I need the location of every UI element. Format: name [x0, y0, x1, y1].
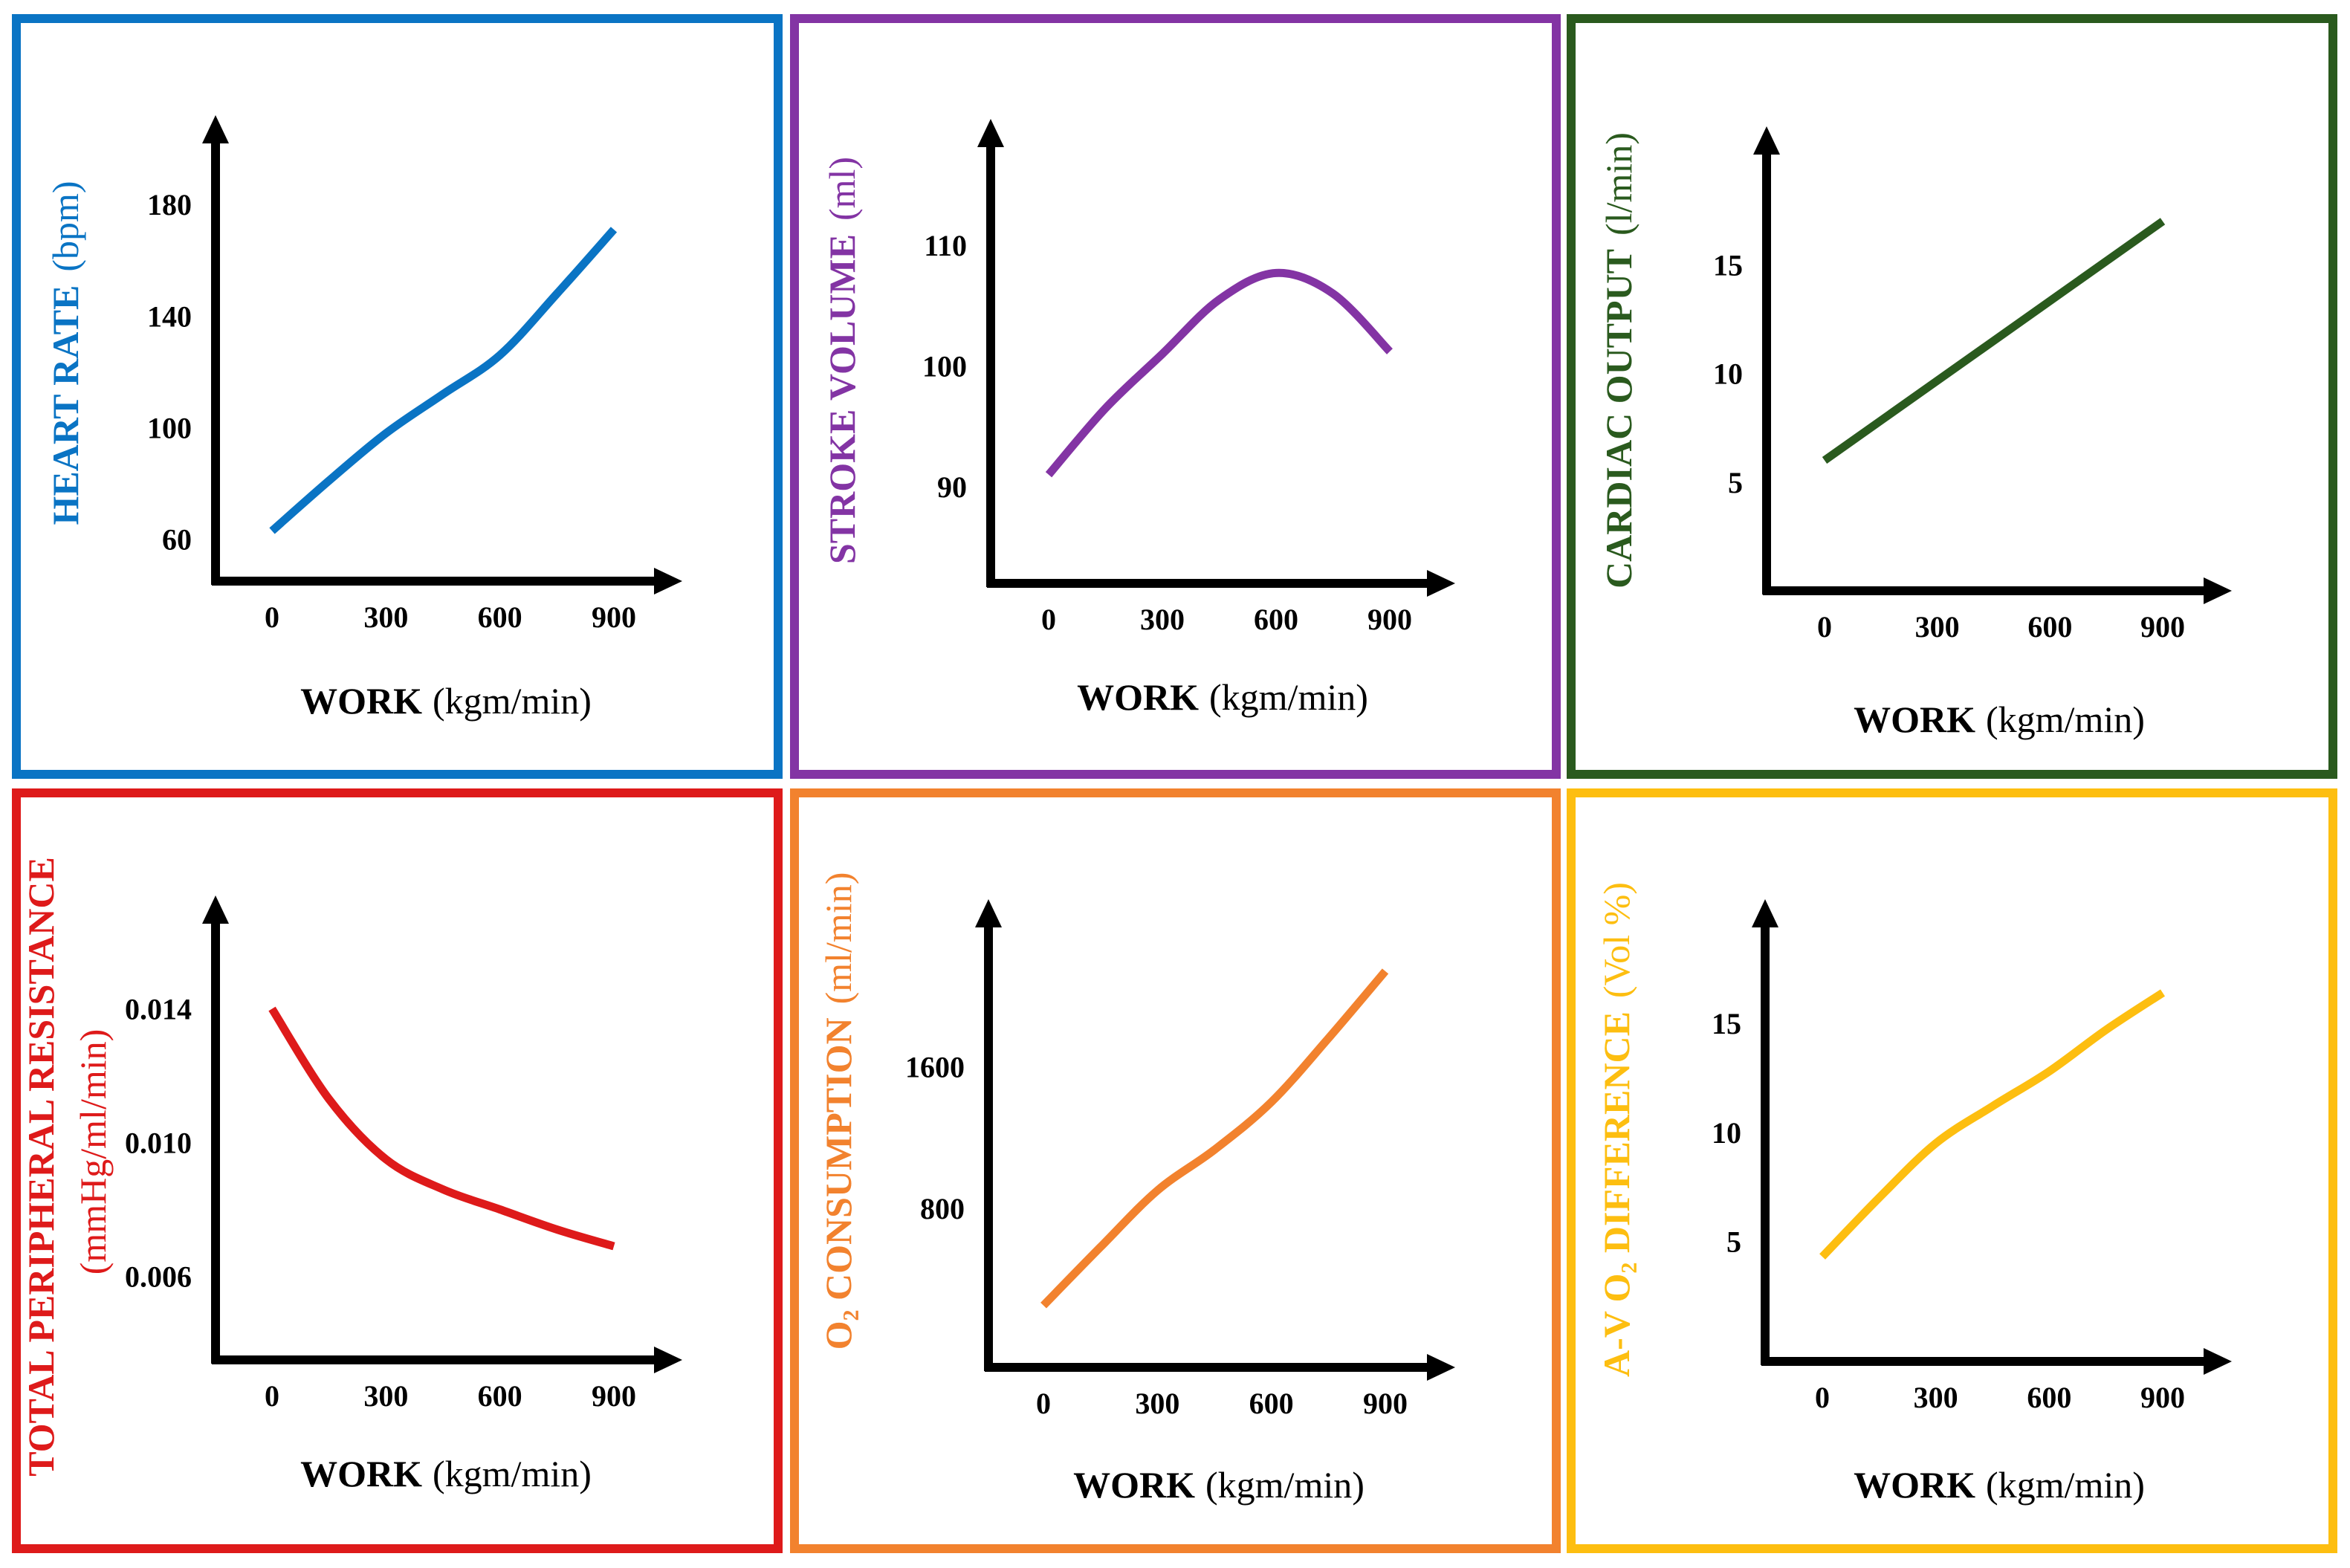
x-axis-title: WORK (kgm/min) — [300, 680, 592, 722]
x-axis-title: WORK (kgm/min) — [1073, 1464, 1365, 1506]
panel-o2-consumption: O₂ CONSUMPTION(ml/min) WORK (kgm/min) 0 30… — [790, 788, 1561, 1553]
x-tick-label: 300 — [1135, 1387, 1179, 1420]
y-tick-label: 0.006 — [125, 1260, 192, 1294]
y-axis-title: CARDIAC OUTPUT(l/min) — [1598, 132, 1640, 589]
x-axis-title: WORK (kgm/min) — [300, 1453, 592, 1494]
x-tick-label: 600 — [478, 1379, 522, 1413]
x-axis-arrowhead — [2204, 577, 2232, 604]
y-tick-label: 10 — [1712, 1116, 1741, 1150]
series-line — [268, 1006, 615, 1251]
panel-av-o2-difference: A-V O₂ DIFFERENCE(Vol %) WORK (kgm/min) 0… — [1567, 788, 2337, 1553]
x-tick-label: 0 — [1815, 1381, 1830, 1414]
y-axis-arrowhead — [1753, 126, 1780, 155]
panel-frame — [1567, 788, 2337, 1553]
y-tick-label: 180 — [147, 188, 192, 221]
y-tick-label: 0.014 — [125, 993, 192, 1026]
y-axis-title: A-V O₂ DIFFERENCE(Vol %) — [1596, 882, 1637, 1377]
plot: 0 300 600 900 5 10 15 — [1713, 126, 2232, 644]
series-line — [1822, 218, 2166, 464]
y-tick-label: 100 — [922, 350, 967, 383]
y-axis-title: HEART RATE(bpm) — [45, 181, 86, 525]
x-tick-label: 300 — [1915, 610, 1960, 644]
panel-frame — [12, 14, 783, 779]
x-tick-label: 600 — [1249, 1387, 1294, 1420]
y-tick-label: 0.010 — [125, 1127, 192, 1160]
x-tick-label: 300 — [1914, 1381, 1958, 1414]
x-axis-arrowhead — [654, 1347, 682, 1373]
x-tick-label: 300 — [363, 1379, 408, 1413]
y-axis-title: TOTAL PERIPHERAL RESISTANCE — [20, 857, 62, 1477]
y-tick-label: 15 — [1713, 248, 1743, 282]
series-line — [1819, 989, 2166, 1260]
x-tick-label: 600 — [478, 600, 522, 634]
series-line — [269, 227, 618, 534]
x-axis-arrowhead — [2204, 1348, 2232, 1375]
y-tick-label: 90 — [937, 470, 967, 504]
x-tick-label: 900 — [592, 600, 636, 634]
x-tick-label: 300 — [1140, 603, 1185, 636]
y-tick-label: 60 — [162, 523, 192, 557]
plot: 0 300 600 900 800 1600 — [905, 899, 1455, 1420]
panel-frame — [790, 788, 1561, 1553]
x-tick-label: 600 — [2027, 1381, 2071, 1414]
panel-cardiac-output: CARDIAC OUTPUT(l/min) WORK (kgm/min) 0 300… — [1567, 14, 2337, 779]
x-tick-label: 900 — [592, 1379, 636, 1413]
panel-stroke-volume: STROKE VOLUME(ml) WORK (kgm/min) 0 300 600 9… — [790, 14, 1561, 779]
x-axis-title: WORK (kgm/min) — [1854, 699, 2145, 740]
x-tick-label: 0 — [1817, 610, 1832, 644]
y-axis-arrowhead — [202, 895, 229, 924]
y-axis-arrowhead — [975, 899, 1002, 927]
panel-frame — [1567, 14, 2337, 779]
x-tick-label: 0 — [1036, 1387, 1051, 1420]
plot: 0 300 600 900 5 10 15 — [1712, 899, 2232, 1414]
y-tick-label: 140 — [147, 299, 192, 333]
y-axis-arrowhead — [977, 119, 1004, 147]
y-tick-label: 100 — [147, 411, 192, 444]
panel-frame — [12, 788, 783, 1553]
panel-heart-rate: HEART RATE(bpm) WORK (kgm/min) 0 300 600 900… — [12, 14, 783, 779]
x-tick-label: 900 — [1363, 1387, 1408, 1420]
plot: 0 300 600 900 0.006 0.010 0.014 — [125, 895, 682, 1413]
y-axis-title: STROKE VOLUME(ml) — [821, 157, 863, 564]
y-tick-label: 800 — [920, 1192, 965, 1225]
y-tick-label: 110 — [924, 229, 967, 262]
x-tick-label: 900 — [2140, 610, 2185, 644]
series-line — [1040, 968, 1389, 1309]
x-axis-arrowhead — [654, 568, 682, 595]
y-axis-title: O₂ CONSUMPTION(ml/min) — [818, 872, 859, 1350]
x-axis-title: WORK (kgm/min) — [1854, 1464, 2145, 1506]
y-tick-label: 1600 — [905, 1050, 965, 1083]
x-tick-label: 900 — [1367, 603, 1412, 636]
plot: 0 300 600 900 90 100 110 — [922, 119, 1455, 636]
x-tick-label: 0 — [1041, 603, 1056, 636]
x-tick-label: 300 — [363, 600, 408, 634]
y-tick-label: 5 — [1726, 1225, 1741, 1259]
x-tick-label: 600 — [1254, 603, 1298, 636]
y-tick-label: 15 — [1712, 1007, 1741, 1040]
series-line — [1045, 268, 1393, 478]
y-axis-arrowhead — [1752, 899, 1778, 927]
x-axis-arrowhead — [1427, 1354, 1455, 1381]
panel-total-peripheral-resistance: TOTAL PERIPHERAL RESISTANCE (mmHg/ml/min… — [12, 788, 783, 1553]
x-axis-arrowhead — [1427, 570, 1455, 597]
panel-frame — [790, 14, 1561, 779]
y-tick-label: 10 — [1713, 357, 1743, 391]
x-tick-label: 0 — [265, 1379, 279, 1413]
y-tick-label: 5 — [1728, 466, 1743, 499]
x-axis-title: WORK (kgm/min) — [1077, 676, 1368, 718]
plot: 0 300 600 900 60 100 140 180 — [147, 115, 682, 634]
y-axis-unit: (mmHg/ml/min) — [72, 1029, 114, 1275]
x-tick-label: 900 — [2140, 1381, 2185, 1414]
y-axis-arrowhead — [202, 115, 229, 143]
x-tick-label: 600 — [2027, 610, 2072, 644]
x-tick-label: 0 — [265, 600, 279, 634]
